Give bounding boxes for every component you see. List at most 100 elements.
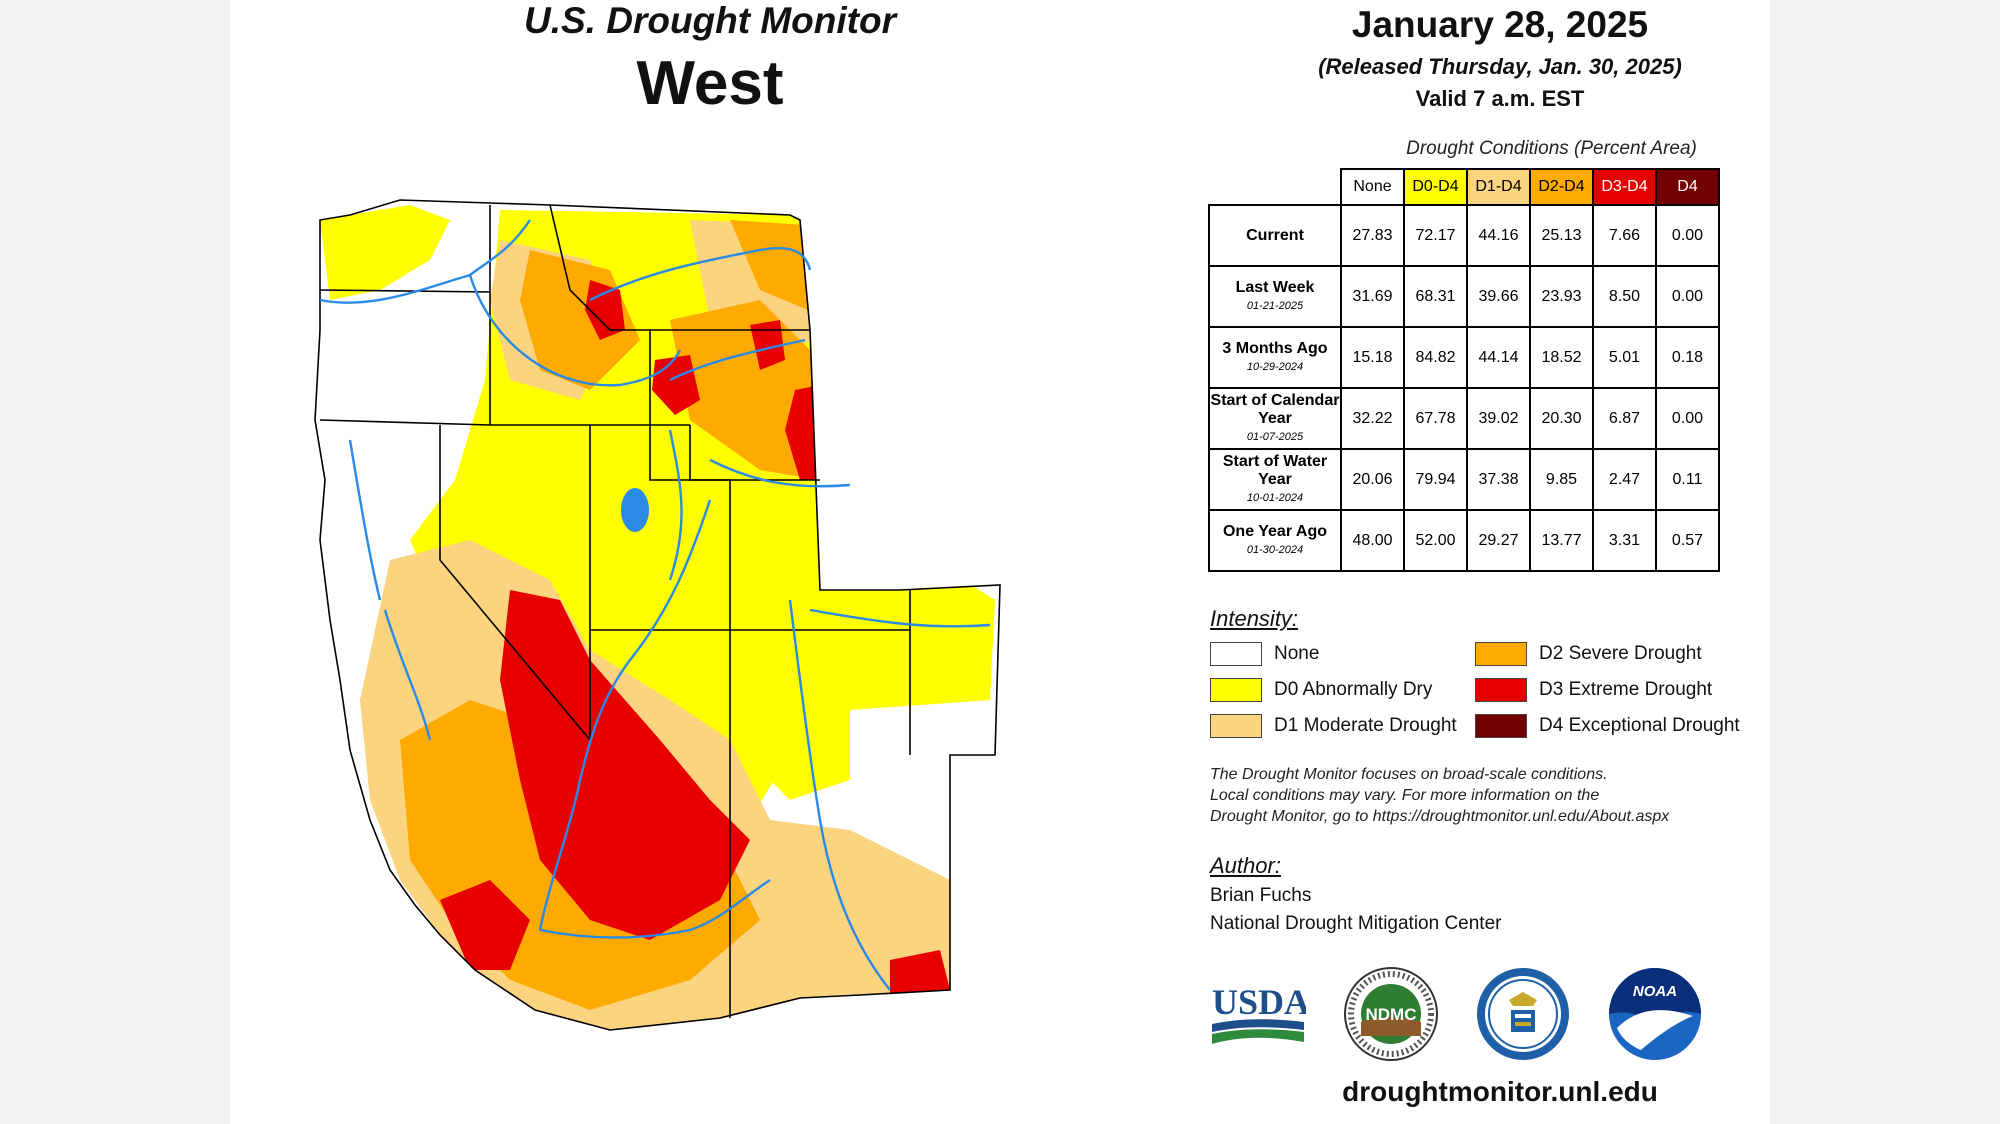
table-cell: 20.06 [1340, 448, 1405, 511]
note-line: Drought Monitor, go to https://droughtmo… [1210, 808, 1670, 825]
legend-item-d4: D4 Exceptional Drought [1475, 713, 1740, 739]
author-organization: National Drought Mitigation Center [1210, 913, 1502, 934]
valid-time: Valid 7 a.m. EST [1415, 86, 1585, 111]
table-cell: 15.18 [1340, 326, 1405, 389]
ca-nv-border [439, 425, 591, 741]
column-header: None [1340, 168, 1405, 206]
d3-region-wyoming-east [750, 320, 785, 370]
column-header: D0-D4 [1403, 168, 1468, 206]
legend-item-d1: D1 Moderate Drought [1210, 713, 1457, 739]
columbia-river [319, 219, 531, 304]
table-cell: 29.27 [1466, 509, 1531, 572]
table-cell: 79.94 [1403, 448, 1468, 511]
row-header: Start of Calendar Year 01-07-2025 [1208, 387, 1342, 450]
legend-label: None [1274, 643, 1320, 664]
arkansas-river [809, 608, 991, 628]
row-header: 3 Months Ago 10-29-2024 [1208, 326, 1342, 389]
legend-item-d0: D0 Abnormally Dry [1210, 677, 1432, 703]
table-cell: 20.30 [1529, 387, 1594, 450]
website-url[interactable]: droughtmonitor.unl.edu [1342, 1076, 1658, 1107]
mt-id-border [549, 204, 650, 331]
table-cell: 84.82 [1403, 326, 1468, 389]
table-cell: 9.85 [1529, 448, 1594, 511]
row-date: 01-30-2024 [1246, 543, 1304, 556]
row-header: Last Week 01-21-2025 [1208, 265, 1342, 328]
table-caption: Drought Conditions (Percent Area) [1406, 138, 1697, 159]
table-cell: 0.00 [1655, 204, 1720, 267]
author-name: Brian Fuchs [1210, 885, 1312, 906]
table-header-row: None D0-D4 D1-D4 D2-D4 D3-D4 D4 [1209, 168, 1720, 206]
d3-region-montana [585, 280, 625, 340]
table-cell: 27.83 [1340, 204, 1405, 267]
row-label: Current [1246, 226, 1304, 244]
snake-river [468, 274, 682, 387]
usda-logo-text: USDA [1212, 982, 1306, 1022]
table-corner-cell [1209, 169, 1341, 205]
table-cell: 0.00 [1655, 387, 1720, 450]
table-cell: 23.93 [1529, 265, 1594, 328]
table-cell: 18.52 [1529, 326, 1594, 389]
table-cell: 44.16 [1466, 204, 1531, 267]
yellowstone-river [669, 338, 806, 382]
table-cell: 5.01 [1592, 326, 1657, 389]
table-row: Current 27.83 72.17 44.16 25.13 7.66 0.0… [1208, 204, 1720, 267]
table-cell: 48.00 [1340, 509, 1405, 572]
disclaimer-note: The Drought Monitor focuses on broad-sca… [1210, 764, 1770, 827]
legend-label: D3 Extreme Drought [1539, 679, 1713, 700]
release-date: (Released Thursday, Jan. 30, 2025) [1318, 54, 1682, 79]
column-header: D1-D4 [1466, 168, 1531, 206]
rivers [319, 219, 991, 991]
great-salt-lake [621, 488, 649, 532]
table-cell: 44.14 [1466, 326, 1531, 389]
table-cell: 37.38 [1466, 448, 1531, 511]
rio-grande [788, 599, 891, 991]
western-states-outline [314, 199, 1001, 1031]
note-line: The Drought Monitor focuses on broad-sca… [1210, 766, 1608, 783]
drought-map [314, 199, 1001, 1031]
noaa-logo: NOAA [1609, 968, 1701, 1060]
column-header: D3-D4 [1592, 168, 1657, 206]
legend-title: Intensity: [1210, 606, 1299, 631]
san-joaquin-river [383, 609, 432, 741]
legend-swatch [1210, 642, 1262, 666]
table-row: 3 Months Ago 10-29-2024 15.18 84.82 44.14… [1208, 326, 1720, 389]
legend-swatch [1475, 714, 1527, 738]
row-label: 3 Months Ago [1222, 339, 1328, 357]
table-row: Start of Calendar Year 01-07-2025 32.22 6… [1208, 387, 1720, 450]
d3-region-new-mexico [890, 950, 950, 995]
legend-item-d2: D2 Severe Drought [1475, 641, 1702, 667]
ndmc-logo-text: NDMC [1366, 1005, 1417, 1024]
table-row: Start of Water Year 10-01-2024 20.06 79.9… [1208, 448, 1720, 511]
legend-swatch [1475, 678, 1527, 702]
d0-region-northwest [320, 205, 450, 300]
table-cell: 0.57 [1655, 509, 1720, 572]
d2-region-montana-east [730, 220, 808, 310]
noaa-logo-text: NOAA [1633, 983, 1677, 1000]
table-cell: 7.66 [1592, 204, 1657, 267]
d3-region-coastal-south [440, 880, 530, 970]
legend-label: D4 Exceptional Drought [1539, 715, 1740, 736]
green-river [668, 429, 683, 581]
or-ca-border [319, 419, 491, 426]
note-line: Local conditions may vary. For more info… [1210, 787, 1600, 804]
row-date: 01-07-2025 [1246, 430, 1304, 443]
column-header: D4 [1655, 168, 1720, 206]
d0-region-southeast [750, 640, 850, 800]
row-date: 01-21-2025 [1246, 299, 1304, 312]
table-cell: 0.18 [1655, 326, 1720, 389]
table-cell: 39.02 [1466, 387, 1531, 450]
table-cell: 32.22 [1340, 387, 1405, 450]
map-title: U.S. Drought Monitor [524, 0, 896, 41]
table-cell: 13.77 [1529, 509, 1594, 572]
legend-swatch [1210, 678, 1262, 702]
column-header: D2-D4 [1529, 168, 1594, 206]
d2-region-north [520, 250, 640, 390]
table-cell: 8.50 [1592, 265, 1657, 328]
table-cell: 2.47 [1592, 448, 1657, 511]
platte-river [709, 458, 851, 488]
ut-co-border [689, 425, 731, 630]
row-label: One Year Ago [1222, 522, 1328, 540]
ndmc-logo: NDMC [1344, 967, 1438, 1061]
author-label: Author: [1210, 853, 1281, 878]
row-label: Start of Water Year [1222, 452, 1328, 488]
